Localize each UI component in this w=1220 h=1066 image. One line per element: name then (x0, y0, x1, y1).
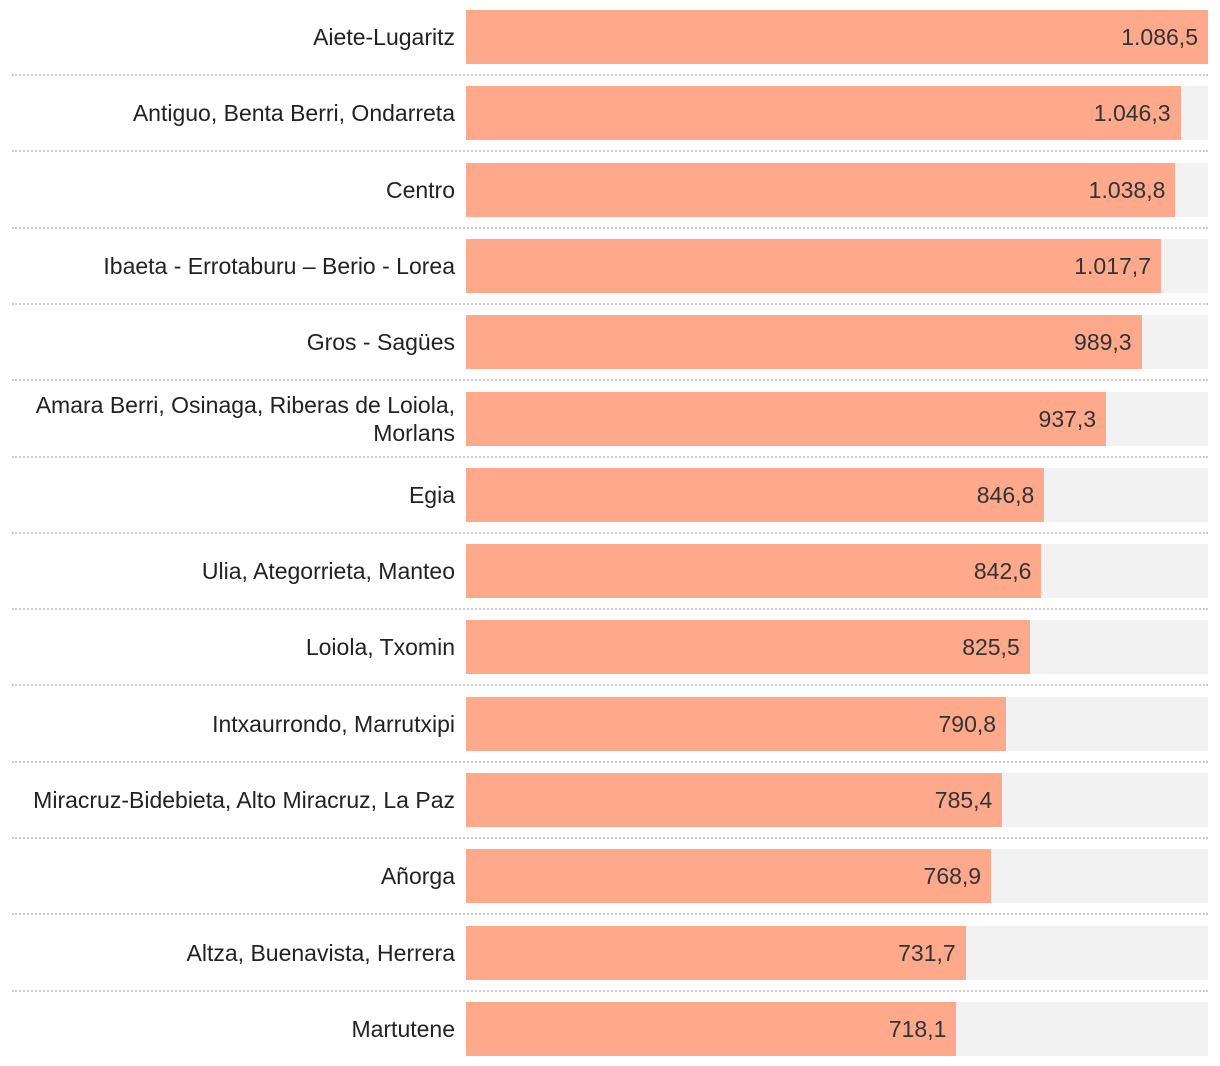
value-label: 1.086,5 (1121, 24, 1198, 50)
bar: 846,8 (466, 468, 1045, 522)
value-label: 790,8 (938, 711, 997, 737)
bar: 842,6 (466, 544, 1042, 598)
row-separator (12, 456, 1208, 458)
row-separator (12, 303, 1208, 305)
row-separator (12, 150, 1208, 152)
value-label: 842,6 (973, 558, 1032, 584)
bar: 825,5 (466, 620, 1030, 674)
row-separator (12, 913, 1208, 915)
category-label: Miracruz-Bidebieta, Alto Miracruz, La Pa… (33, 787, 455, 813)
bar: 790,8 (466, 697, 1007, 751)
row-separator (12, 837, 1208, 839)
value-label: 785,4 (934, 787, 993, 813)
row-separator (12, 532, 1208, 534)
bar: 718,1 (466, 1002, 957, 1056)
category-label: Centro (385, 177, 455, 203)
bar-track: 842,6 (466, 544, 1208, 598)
row-separator (12, 990, 1208, 992)
category-label: Amara Berri, Osinaga, Riberas de Loiola,… (35, 392, 455, 446)
category-label: Gros - Sagües (306, 329, 455, 355)
bar-track: 1.046,3 (466, 86, 1208, 140)
bar: 785,4 (466, 773, 1003, 827)
bar: 1.086,5 (466, 10, 1208, 64)
row-separator (12, 74, 1208, 76)
bar: 989,3 (466, 315, 1142, 369)
value-label: 1.017,7 (1074, 253, 1151, 279)
category-label: Loiola, Txomin (305, 634, 455, 660)
value-label: 768,9 (923, 863, 982, 889)
bar-track: 937,3 (466, 392, 1208, 446)
value-label: 825,5 (962, 634, 1020, 660)
bar-track: 790,8 (466, 697, 1208, 751)
category-label: Ulia, Ategorrieta, Manteo (201, 558, 455, 584)
value-label: 846,8 (976, 482, 1035, 508)
bar: 768,9 (466, 849, 992, 903)
row-separator (12, 684, 1208, 686)
category-label: Altza, Buenavista, Herrera (186, 940, 455, 966)
category-label: Intxaurrondo, Marrutxipi (212, 711, 455, 737)
row-separator (12, 761, 1208, 763)
bar-track: 989,3 (466, 315, 1208, 369)
category-label: Martutene (351, 1016, 455, 1042)
bar: 1.046,3 (466, 86, 1181, 140)
category-label: Aiete-Lugaritz (313, 24, 455, 50)
bar: 937,3 (466, 392, 1107, 446)
category-label: Añorga (380, 863, 455, 889)
category-label: Egia (408, 482, 455, 508)
value-label: 1.038,8 (1088, 177, 1166, 203)
row-separator (12, 608, 1208, 610)
bar-track: 1.086,5 (466, 10, 1208, 64)
bar-track: 718,1 (466, 1002, 1208, 1056)
value-label: 718,1 (888, 1016, 947, 1042)
category-label: Antiguo, Benta Berri, Ondarreta (132, 100, 455, 126)
bar-track: 825,5 (466, 620, 1208, 674)
bar-track: 731,7 (466, 926, 1208, 980)
value-label: 1.046,3 (1093, 100, 1171, 126)
bar-track: 846,8 (466, 468, 1208, 522)
bar-track: 768,9 (466, 849, 1208, 903)
category-label: Ibaeta - Errotaburu – Berio - Lorea (103, 253, 455, 279)
row-separator (12, 227, 1208, 229)
value-label: 989,3 (1074, 329, 1132, 355)
bar: 1.038,8 (466, 163, 1176, 217)
bar: 1.017,7 (466, 239, 1161, 293)
value-label: 731,7 (898, 940, 956, 966)
bar-track: 1.038,8 (466, 163, 1208, 217)
row-separator (12, 379, 1208, 381)
value-label: 937,3 (1038, 406, 1097, 432)
bar-track: 1.017,7 (466, 239, 1208, 293)
bar-track: 785,4 (466, 773, 1208, 827)
bar: 731,7 (466, 926, 966, 980)
